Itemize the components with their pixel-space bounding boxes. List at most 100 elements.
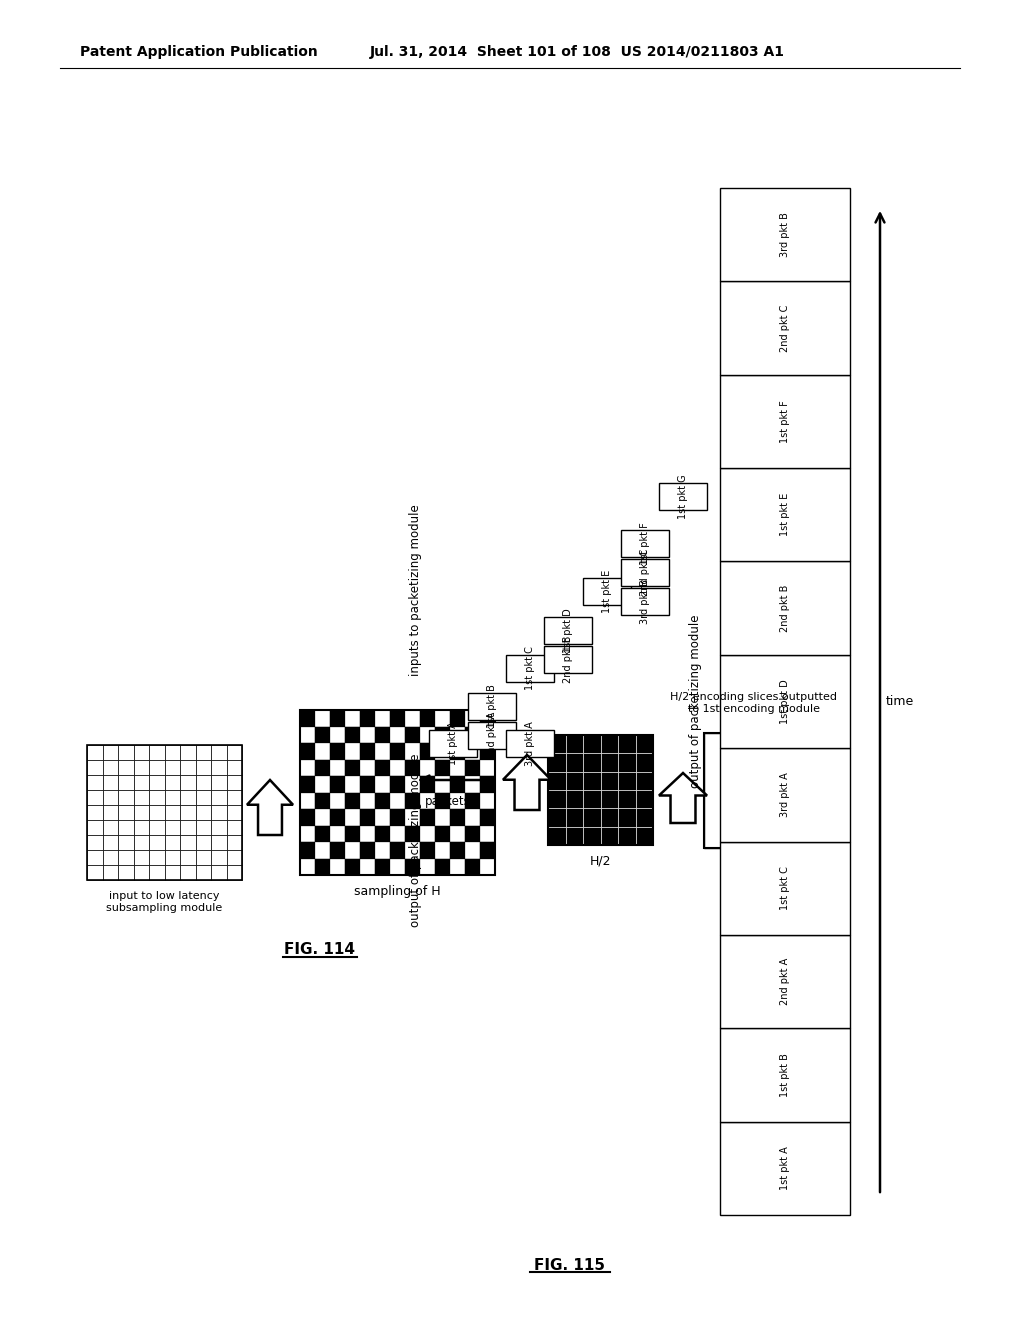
Bar [211, 805, 226, 820]
Bar [705, 733, 724, 847]
Bar [345, 726, 360, 743]
Bar [636, 735, 653, 754]
Text: 1st pkt E: 1st pkt E [602, 570, 612, 612]
Bar [315, 776, 330, 792]
Bar [450, 743, 465, 759]
Bar [450, 710, 465, 726]
Text: 1st pkt B: 1st pkt B [780, 1053, 790, 1097]
Bar [196, 850, 211, 865]
Bar [618, 826, 636, 845]
Bar [300, 792, 315, 809]
Bar [165, 836, 180, 850]
Bar [465, 726, 480, 743]
Bar [468, 722, 516, 748]
Text: inputs to packetizing module: inputs to packetizing module [409, 504, 422, 676]
Bar [102, 836, 118, 850]
Bar [196, 760, 211, 775]
Bar [480, 792, 495, 809]
Bar [548, 808, 565, 826]
Bar [548, 735, 565, 754]
Bar [102, 820, 118, 836]
Text: 3rd pkt B: 3rd pkt B [780, 213, 790, 257]
Text: 1st pkt G: 1st pkt G [678, 474, 688, 519]
Bar [360, 792, 375, 809]
Bar [720, 469, 850, 561]
Bar [165, 760, 180, 775]
Bar [315, 726, 330, 743]
Bar [600, 735, 618, 754]
Text: 1st pkt F: 1st pkt F [640, 523, 650, 565]
Bar [180, 744, 196, 760]
Text: 3rd pkt A: 3rd pkt A [525, 721, 535, 766]
Bar [583, 754, 600, 772]
Bar [764, 733, 784, 847]
Bar [196, 775, 211, 789]
Bar [300, 710, 315, 726]
Bar [87, 820, 102, 836]
Bar [390, 759, 406, 776]
Bar [565, 789, 583, 808]
Bar [150, 820, 165, 836]
Bar [226, 775, 242, 789]
Bar [315, 842, 330, 858]
Bar [226, 836, 242, 850]
Bar [468, 693, 516, 719]
Bar [435, 809, 450, 825]
Bar [406, 743, 420, 759]
Text: 1st pkt D: 1st pkt D [780, 678, 790, 723]
Bar [435, 710, 450, 726]
Bar [406, 858, 420, 875]
Bar [300, 825, 315, 842]
Bar [226, 850, 242, 865]
Bar [226, 805, 242, 820]
Bar [330, 776, 345, 792]
Bar [480, 710, 495, 726]
Bar [118, 789, 133, 805]
Bar [480, 809, 495, 825]
Bar [196, 805, 211, 820]
Bar [226, 789, 242, 805]
Bar [165, 850, 180, 865]
Bar [226, 760, 242, 775]
Bar [548, 826, 565, 845]
Bar [180, 805, 196, 820]
Bar [360, 710, 375, 726]
Bar [87, 836, 102, 850]
Bar [435, 743, 450, 759]
Bar [345, 710, 360, 726]
Bar [636, 808, 653, 826]
Bar [345, 825, 360, 842]
Text: 2nd pkt B: 2nd pkt B [780, 585, 790, 632]
Bar [720, 187, 850, 281]
Bar [165, 820, 180, 836]
Text: FIG. 114: FIG. 114 [285, 942, 355, 957]
Bar [87, 775, 102, 789]
Bar [480, 858, 495, 875]
Bar [390, 842, 406, 858]
Bar [465, 858, 480, 875]
Bar [118, 850, 133, 865]
Bar [102, 760, 118, 775]
Bar [435, 825, 450, 842]
Bar [600, 826, 618, 845]
Bar [87, 850, 102, 865]
Text: sampling of H: sampling of H [354, 884, 440, 898]
Bar [406, 809, 420, 825]
Bar [720, 375, 850, 469]
Bar [300, 858, 315, 875]
Bar [724, 733, 744, 847]
Bar [450, 858, 465, 875]
Bar [420, 710, 435, 726]
Bar [211, 789, 226, 805]
Text: 1st pkt F: 1st pkt F [780, 400, 790, 442]
Bar [565, 754, 583, 772]
Text: Patent Application Publication: Patent Application Publication [80, 45, 317, 59]
Bar [87, 744, 102, 760]
Bar [180, 836, 196, 850]
Bar [375, 792, 390, 809]
Bar [720, 561, 850, 655]
Bar [87, 744, 242, 880]
Bar [375, 759, 390, 776]
Bar [118, 836, 133, 850]
Bar [133, 836, 150, 850]
